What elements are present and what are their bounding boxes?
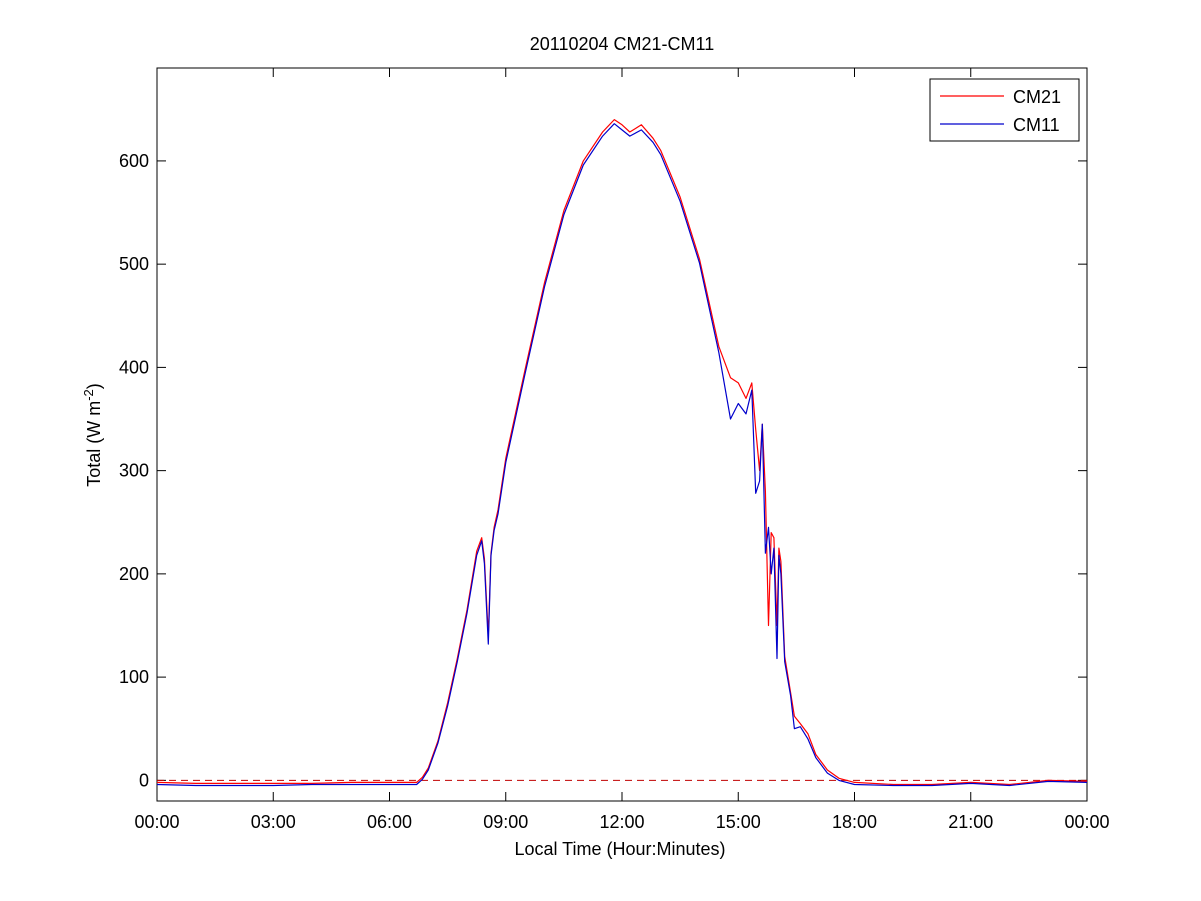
legend-label-cm21: CM21 — [1013, 87, 1061, 107]
series-line-cm21 — [156, 118, 1088, 786]
x-tick-label: 12:00 — [599, 812, 644, 832]
plot-area: 00:00 03:00 06:00 09:00 12:00 15:00 18:00 21:00… — [119, 67, 1110, 832]
y-axis-label: Total (W m-2) — [81, 383, 104, 487]
y-axis-label-main: Total (W m — [84, 401, 104, 487]
y-tick-label: 200 — [119, 564, 149, 584]
x-tick-label: 06:00 — [367, 812, 412, 832]
legend-box — [929, 78, 1080, 142]
y-axis-label-sup: -2 — [81, 389, 96, 401]
y-tick-label: 300 — [119, 461, 149, 481]
y-tick-label: 0 — [139, 770, 149, 790]
x-tick-label: 00:00 — [1064, 812, 1109, 832]
y-tick-label: 600 — [119, 151, 149, 171]
x-tick-label: 15:00 — [716, 812, 761, 832]
axes-box — [156, 67, 1088, 802]
y-tick-label: 500 — [119, 254, 149, 274]
x-tick-label: 03:00 — [251, 812, 296, 832]
x-tick-label: 21:00 — [948, 812, 993, 832]
chart-title: 20110204 CM21-CM11 — [530, 34, 714, 54]
series-line-cm11 — [156, 123, 1088, 787]
x-tick-label: 00:00 — [134, 812, 179, 832]
x-axis-label: Local Time (Hour:Minutes) — [514, 839, 725, 859]
y-tick-label: 100 — [119, 667, 149, 687]
y-tick-label: 400 — [119, 357, 149, 377]
x-tick-label: 09:00 — [483, 812, 528, 832]
legend-label-cm11: CM11 — [1013, 115, 1060, 135]
y-axis-label-close: ) — [84, 383, 104, 389]
x-tick-label: 18:00 — [832, 812, 877, 832]
